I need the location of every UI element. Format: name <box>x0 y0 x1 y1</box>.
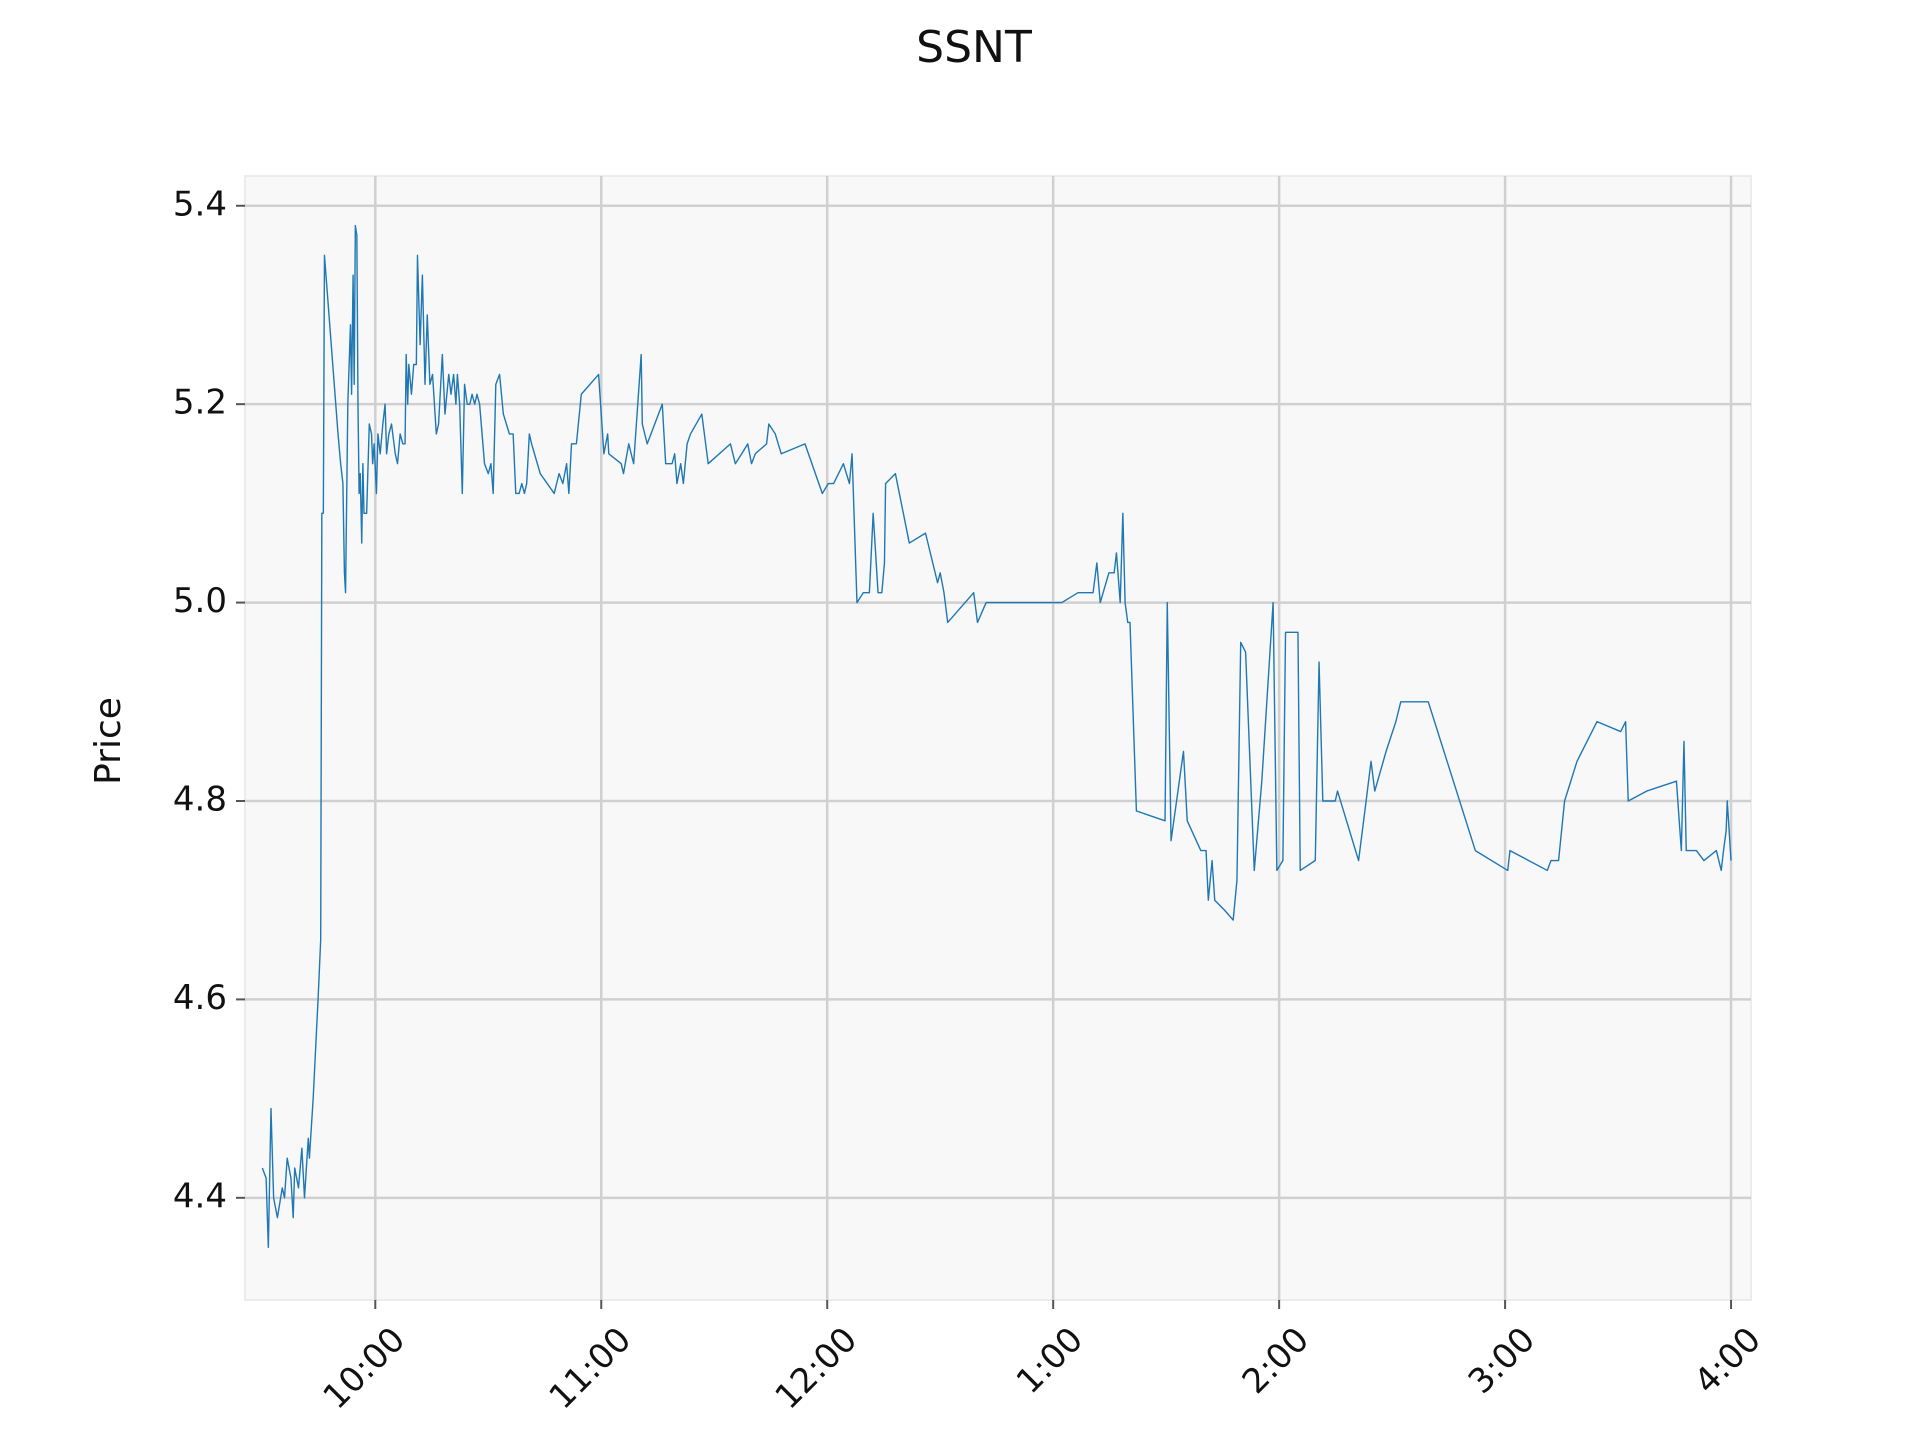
x-tick-label: 4:00 <box>1687 1320 1769 1402</box>
y-tick-label: 4.6 <box>173 978 227 1018</box>
x-tick-label: 2:00 <box>1235 1320 1317 1402</box>
y-axis-label: Price <box>88 697 129 785</box>
x-tick-label: 1:00 <box>1009 1320 1091 1402</box>
x-tick-label: 10:00 <box>316 1320 414 1418</box>
x-tick-label: 11:00 <box>542 1320 640 1418</box>
y-tick-label: 5.0 <box>173 581 227 621</box>
y-tick-label: 4.4 <box>173 1176 227 1216</box>
y-tick-label: 5.4 <box>173 184 227 224</box>
y-tick-label: 4.8 <box>173 779 227 819</box>
price-line <box>261 224 1732 1249</box>
y-tick-label: 5.2 <box>173 383 227 423</box>
chart-title: SSNT <box>916 22 1032 73</box>
x-tick-label: 12:00 <box>768 1320 866 1418</box>
plot-area <box>244 175 1752 1301</box>
x-tick-label: 3:00 <box>1461 1320 1543 1402</box>
